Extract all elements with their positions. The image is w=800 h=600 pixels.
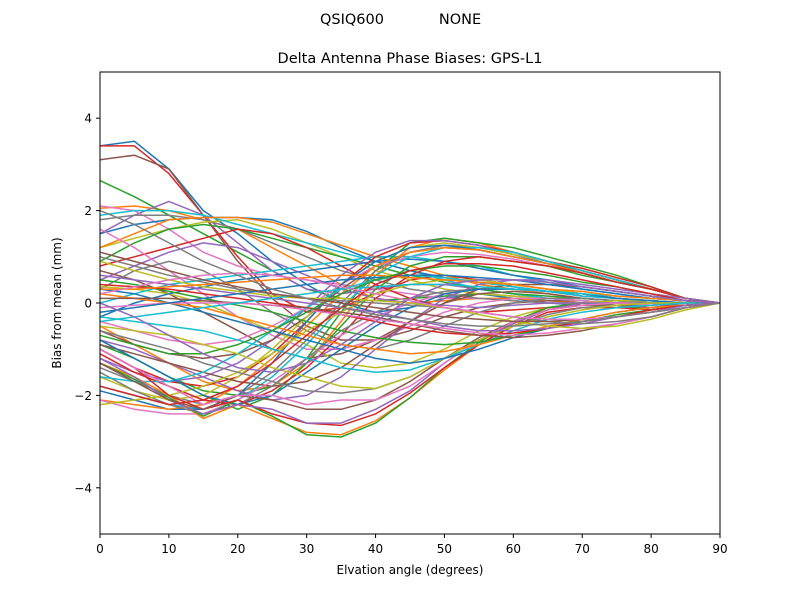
y-tick-label: 0 <box>84 297 92 311</box>
series-line-62 <box>100 274 721 304</box>
x-tick-label: 0 <box>96 542 104 556</box>
series-line-64 <box>99 262 721 406</box>
y-tick-label: −2 <box>74 389 92 403</box>
series-line-49 <box>99 302 720 390</box>
series-line-61 <box>99 274 721 313</box>
series-line-58 <box>99 256 721 325</box>
series-line-68 <box>99 209 721 327</box>
series-line-41 <box>99 288 720 406</box>
x-tick-label: 60 <box>506 542 521 556</box>
x-tick-label: 10 <box>161 542 176 556</box>
x-tick-label: 30 <box>299 542 314 556</box>
axes-frame <box>99 71 721 535</box>
tick-layer: 0 10 20 30 40 50 60 70 80 90 −4 −2 0 2 4 <box>74 112 727 556</box>
y-axis-label: Bias from mean (mm) <box>50 237 64 368</box>
series-line-57 <box>99 302 721 337</box>
series-layer <box>99 140 721 438</box>
x-tick-label: 20 <box>230 542 245 556</box>
y-tick-label: 2 <box>84 204 92 218</box>
x-tick-label: 50 <box>437 542 452 556</box>
x-tick-label: 40 <box>368 542 383 556</box>
series-line-50 <box>99 302 720 374</box>
x-tick-label: 90 <box>712 542 727 556</box>
x-tick-label: 80 <box>643 542 658 556</box>
x-axis-label: Elvation angle (degrees) <box>337 563 484 577</box>
y-tick-label: 4 <box>84 112 92 126</box>
series-line-59 <box>99 260 721 330</box>
suptitle-right: NONE <box>439 12 481 28</box>
series-line-65 <box>99 279 721 374</box>
y-tick-label: −4 <box>74 481 92 495</box>
suptitle-left: QSIQ600 <box>320 12 384 28</box>
series-line-47 <box>99 302 720 406</box>
x-tick-label: 70 <box>575 542 590 556</box>
chart-title: Delta Antenna Phase Biases: GPS-L1 <box>278 51 543 67</box>
